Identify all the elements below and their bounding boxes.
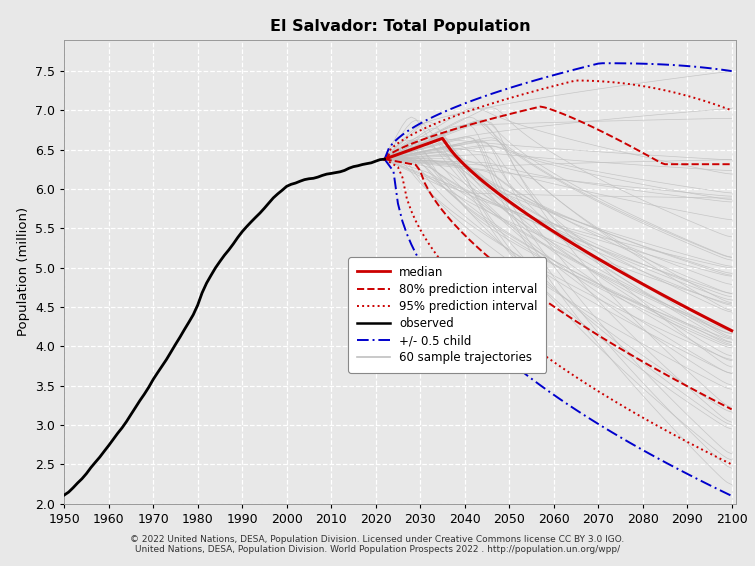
Legend: median, 80% prediction interval, 95% prediction interval, observed, +/- 0.5 chil: median, 80% prediction interval, 95% pre… <box>348 258 546 372</box>
Title: El Salvador: Total Population: El Salvador: Total Population <box>270 19 531 35</box>
Text: © 2022 United Nations, DESA, Population Division. Licensed under Creative Common: © 2022 United Nations, DESA, Population … <box>131 535 624 544</box>
Text: United Nations, DESA, Population Division. World Population Prospects 2022 . htt: United Nations, DESA, Population Divisio… <box>135 545 620 554</box>
Y-axis label: Population (million): Population (million) <box>17 207 29 336</box>
